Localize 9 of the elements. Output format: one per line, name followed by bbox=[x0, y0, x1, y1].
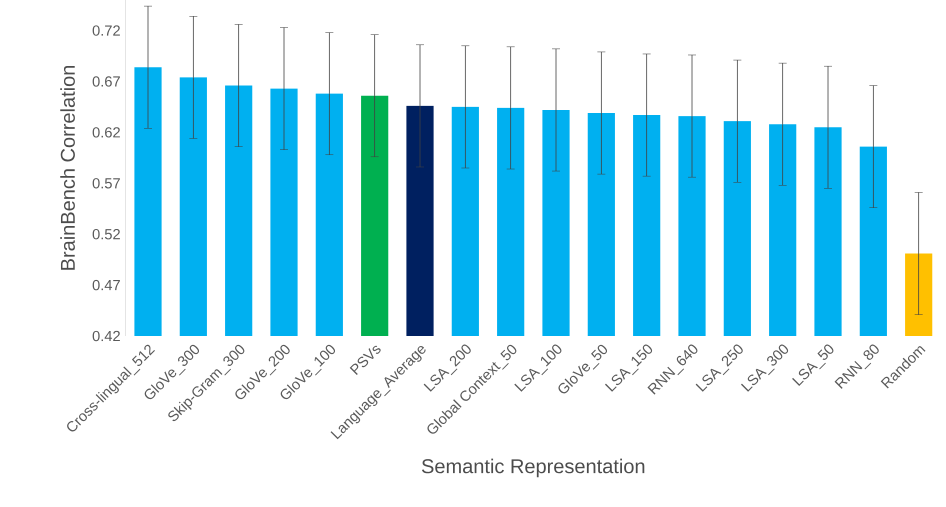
y-tick-label: 0.42 bbox=[92, 330, 120, 342]
y-tick-label: 0.72 bbox=[92, 25, 120, 36]
x-axis-title: Semantic Representation bbox=[422, 458, 644, 478]
y-tick-label: 0.67 bbox=[92, 76, 120, 87]
y-tick-label: 0.62 bbox=[92, 127, 120, 138]
y-tick-label: 0.52 bbox=[92, 229, 120, 240]
y-tick-label: 0.47 bbox=[92, 280, 120, 290]
y-axis-title: BrainBench Correlation bbox=[60, 66, 75, 270]
y-tick-label: 0.57 bbox=[92, 178, 120, 188]
